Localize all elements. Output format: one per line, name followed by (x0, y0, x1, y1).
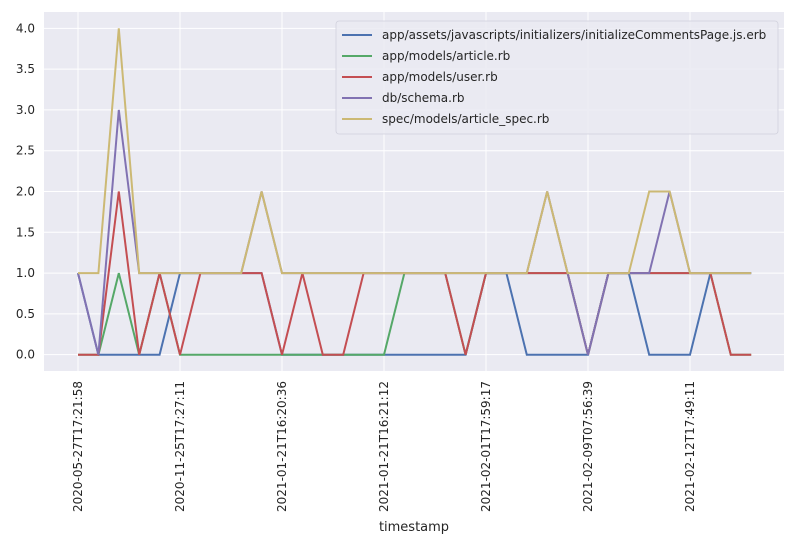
legend: app/assets/javascripts/initializers/init… (335, 20, 779, 135)
y-tick-label: 0.5 (16, 307, 35, 321)
legend-label: spec/models/article_spec.rb (382, 112, 549, 126)
x-tick-label: 2021-02-12T17:49:11 (683, 381, 697, 512)
y-tick-label: 2.5 (16, 144, 35, 158)
y-tick-label: 1.5 (16, 225, 35, 239)
x-tick-label: 2021-02-09T07:56:39 (581, 381, 595, 512)
y-tick-label: 4.0 (16, 21, 35, 35)
x-axis: 2020-05-27T17:21:58 2020-11-25T17:27:11 20… (71, 381, 697, 512)
y-tick-label: 2.0 (16, 185, 35, 199)
y-axis: 0.0 0.5 1.0 1.5 2.0 2.5 3.0 3.5 4.0 (16, 21, 35, 361)
series-line-4 (78, 28, 752, 275)
x-axis-label: timestamp (379, 520, 449, 535)
y-tick-label: 0.0 (16, 348, 35, 362)
x-tick-label: 2021-02-01T17:59:17 (479, 381, 493, 512)
y-tick-label: 1.0 (16, 266, 35, 280)
x-tick-label: 2020-05-27T17:21:58 (71, 381, 85, 512)
legend-label: app/models/user.rb (382, 70, 498, 84)
legend-label: app/models/article.rb (382, 49, 510, 63)
legend-label: db/schema.rb (382, 91, 465, 105)
y-tick-label: 3.5 (16, 62, 35, 76)
x-tick-label: 2021-01-21T16:20:36 (275, 381, 289, 512)
x-tick-label: 2021-01-21T16:21:12 (377, 381, 391, 512)
legend-box (335, 20, 779, 135)
x-tick-label: 2020-11-25T17:27:11 (173, 381, 187, 512)
y-tick-label: 3.0 (16, 103, 35, 117)
legend-label: app/assets/javascripts/initializers/init… (382, 28, 766, 42)
series-lines (77, 28, 752, 356)
